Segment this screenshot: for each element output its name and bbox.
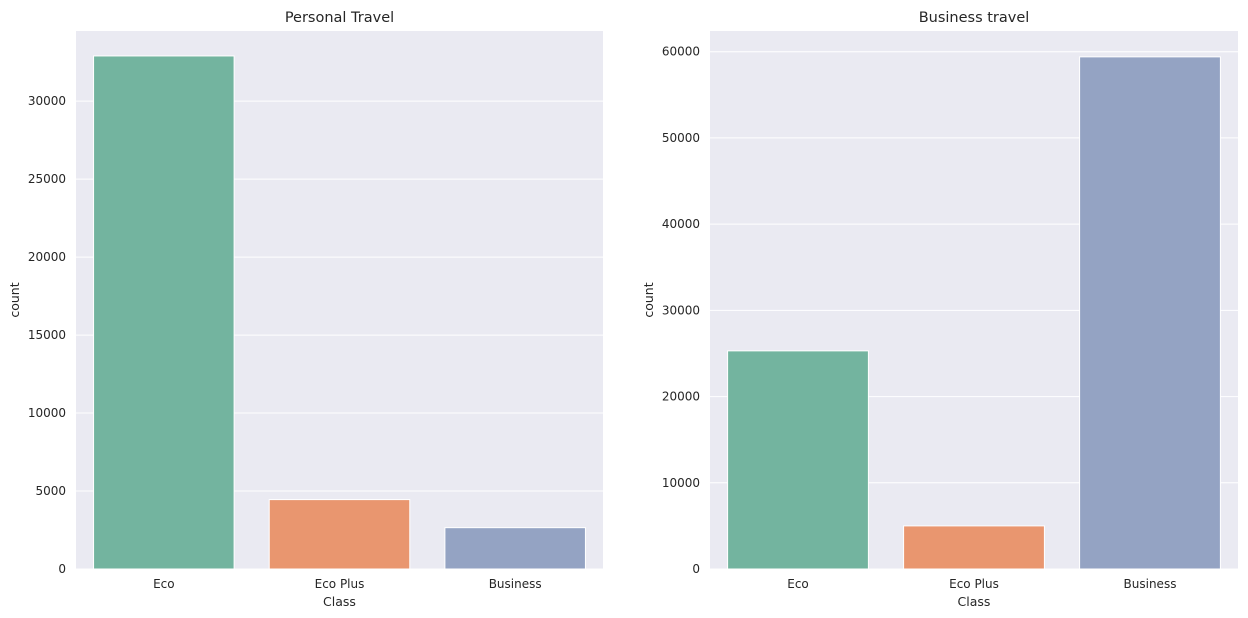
business-travel-chart: 0 10000 20000 30000 40000 50000 60000 Eco Eco P…: [641, 10, 1238, 609]
bar-business: [444, 527, 586, 570]
chart-title: Personal Travel: [285, 10, 394, 26]
y-tick-label: 0: [692, 562, 700, 576]
y-tick-label: 20000: [28, 250, 66, 264]
x-axis-label: Class: [323, 594, 356, 609]
personal-travel-chart: 0 5000 10000 15000 20000 25000 30000 Eco Eco Pl…: [7, 10, 603, 609]
x-tick-label: Business: [489, 577, 542, 591]
bar-eco: [93, 55, 235, 570]
y-axis-label: count: [641, 282, 656, 317]
y-tick-label: 20000: [662, 390, 700, 404]
y-tick-label: 10000: [28, 406, 66, 420]
x-tick-label: Eco Plus: [949, 577, 999, 591]
y-tick-labels: 0 10000 20000 30000 40000 50000 60000: [662, 45, 700, 576]
x-tick-labels: Eco Eco Plus Business: [787, 577, 1176, 591]
y-tick-label: 30000: [662, 303, 700, 317]
y-axis-label: count: [7, 282, 22, 317]
bar-business: [1079, 56, 1221, 570]
bars: [93, 55, 586, 570]
bars: [727, 56, 1221, 570]
bar-eco: [727, 350, 869, 570]
y-tick-labels: 0 5000 10000 15000 20000 25000 30000: [28, 94, 66, 576]
y-tick-label: 60000: [662, 45, 700, 59]
x-tick-label: Business: [1124, 577, 1177, 591]
y-tick-label: 15000: [28, 328, 66, 342]
x-axis-label: Class: [958, 594, 991, 609]
x-tick-label: Eco Plus: [315, 577, 365, 591]
x-tick-labels: Eco Eco Plus Business: [153, 577, 542, 591]
bar-eco-plus: [268, 499, 411, 570]
x-tick-label: Eco: [787, 577, 809, 591]
y-tick-label: 5000: [35, 484, 66, 498]
chart-title: Business travel: [919, 10, 1030, 26]
y-tick-label: 25000: [28, 172, 66, 186]
y-tick-label: 40000: [662, 217, 700, 231]
y-tick-label: 10000: [662, 476, 700, 490]
bar-eco-plus: [903, 525, 1045, 570]
y-tick-label: 0: [58, 562, 66, 576]
y-tick-label: 30000: [28, 94, 66, 108]
y-tick-label: 50000: [662, 131, 700, 145]
x-tick-label: Eco: [153, 577, 175, 591]
